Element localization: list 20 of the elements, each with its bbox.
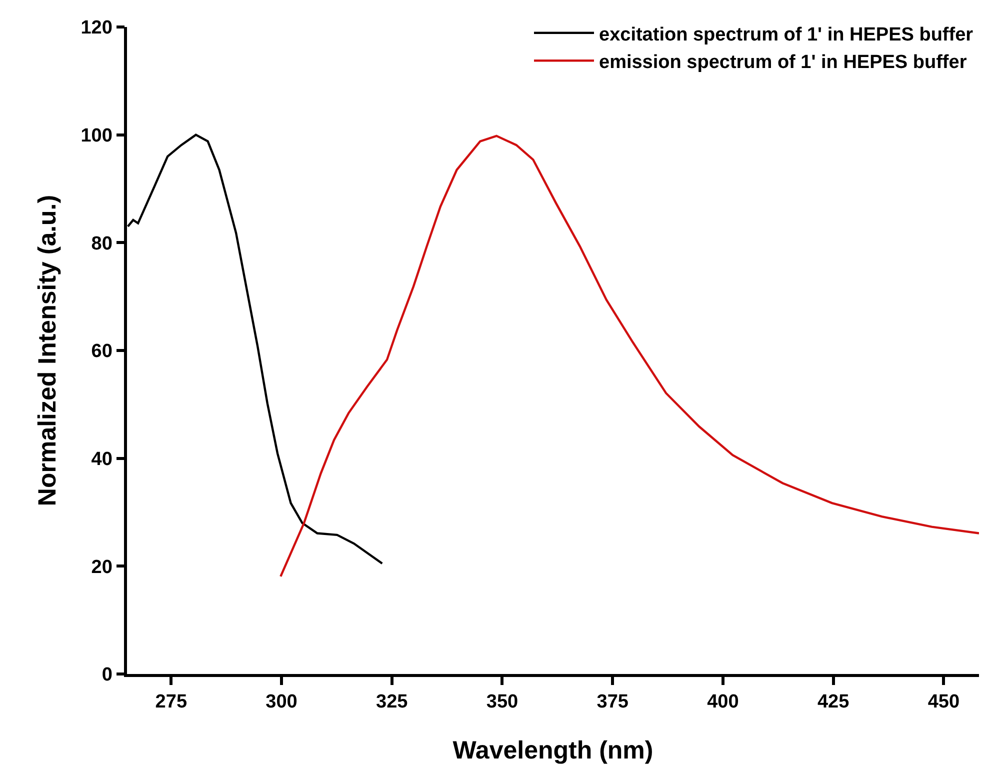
y-tick-label: 0 bbox=[102, 664, 112, 686]
x-tick-label: 375 bbox=[596, 692, 629, 713]
x-tick-label: 350 bbox=[486, 692, 518, 713]
y-tick-label: 80 bbox=[91, 233, 112, 254]
line-series bbox=[280, 134, 979, 578]
y-tick-label: 100 bbox=[80, 125, 112, 146]
x-axis-title: Wavelength (nm) bbox=[452, 736, 654, 765]
legend-label: excitation spectrum of 1' in HEPES buffer bbox=[599, 24, 974, 46]
y-tick-label: 40 bbox=[91, 448, 112, 470]
x-tick-label: 300 bbox=[266, 692, 298, 713]
legend-label: emission spectrum of 1' in HEPES buffer bbox=[599, 52, 968, 74]
y-axis-title: Normalized Intensity (a.u.) bbox=[33, 194, 62, 506]
y-tick-label: 20 bbox=[91, 556, 112, 578]
y-tick-label: 120 bbox=[80, 18, 112, 39]
x-tick-label: 400 bbox=[707, 692, 739, 713]
y-tick-label: 60 bbox=[91, 341, 112, 362]
x-tick-label: 450 bbox=[928, 692, 960, 713]
x-tick-label: 325 bbox=[376, 692, 408, 713]
x-tick-label: 275 bbox=[155, 692, 188, 713]
x-tick-label: 425 bbox=[817, 692, 850, 713]
